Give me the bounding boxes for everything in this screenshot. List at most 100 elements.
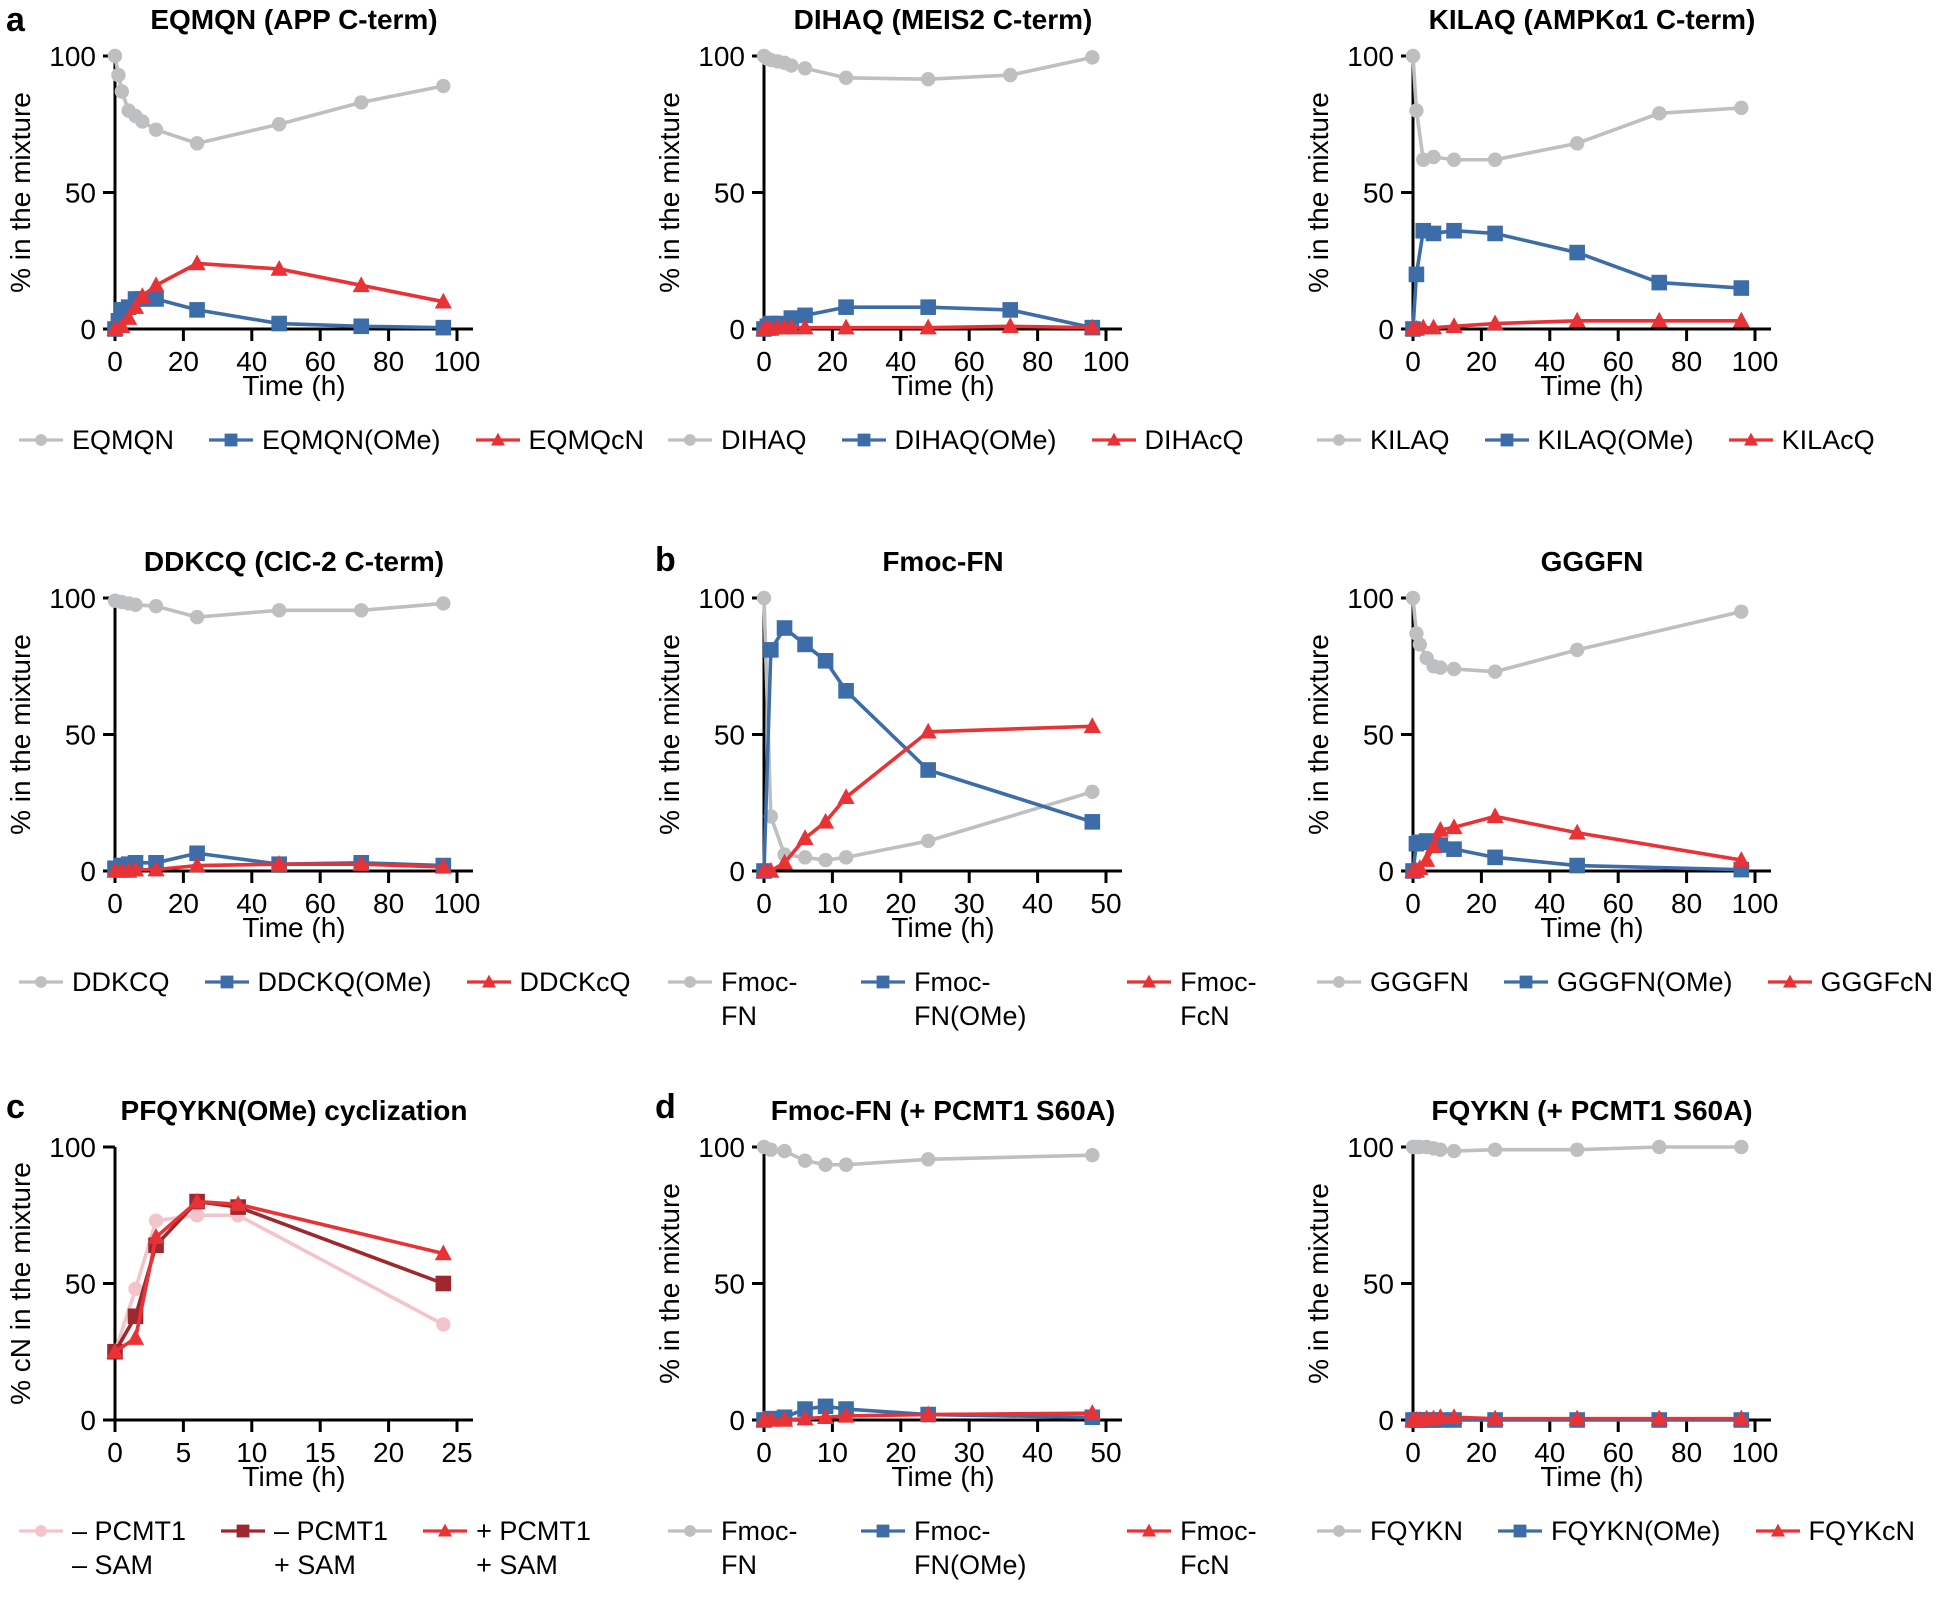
x-tick-label: 0 [756, 346, 772, 377]
data-point-DIHAQ [1003, 68, 1018, 83]
legend-label: DIHAQ [721, 425, 807, 456]
data-point-GGGFcN [1411, 859, 1429, 876]
legend-marker [1106, 433, 1121, 446]
data-point-FQYKcN [1732, 1410, 1750, 1426]
data-point-KILAQ [1405, 49, 1421, 64]
circle-legend-marker-icon [19, 434, 63, 447]
legend-label: Fmoc-FcN [1180, 967, 1257, 1032]
y-tick-label: 0 [1378, 1405, 1394, 1436]
chart-legend: DIHAQ DIHAQ(OMe) DIHAcQ [667, 424, 1298, 458]
line-chart-pfqykn: 0 50 100 0 5 10 15 20 25 % cN in the mixture [5, 1132, 473, 1468]
data-point-KILAcQ [1424, 319, 1443, 335]
data-point-GGGFN(OMe) [1446, 841, 1462, 858]
panel-letter-a: a [6, 1, 25, 39]
data-point-Fmoc-FN [1085, 1148, 1100, 1163]
y-tick-label: 50 [65, 720, 96, 751]
legend-item-DIHAQ(OMe): DIHAQ(OMe) [841, 424, 1057, 458]
data-point-FQYKcN [1431, 1408, 1449, 1425]
data-point-Fmoc-FN(OMe) [763, 642, 779, 659]
legend-marker [490, 433, 505, 446]
legend-label: Fmoc-FN [721, 1516, 798, 1581]
legend-marker [1743, 433, 1758, 446]
data-point-EQMQN [436, 79, 451, 94]
data-point-Fmoc-FcN [919, 1405, 937, 1422]
data-point-EQMQcN [188, 254, 206, 271]
x-tick-label: 20 [885, 1437, 916, 1468]
legend-item-FQYKN: FQYKN [1316, 1515, 1463, 1549]
data-point-KILAQ [1426, 150, 1441, 165]
data-point-EQMQN [148, 122, 164, 138]
data-point-KILAQ(OMe) [1446, 223, 1462, 239]
y-tick-label: 50 [714, 178, 745, 209]
legend-marker [857, 433, 870, 447]
data-point-DDKCQ [436, 596, 451, 612]
data-point-EQMQcN [352, 276, 370, 293]
data-point-KILAcQ [1486, 314, 1504, 331]
y-tick-label: 0 [80, 1405, 96, 1436]
x-axis-label: Time (h) [891, 370, 995, 402]
data-point-EQMQcN [133, 287, 151, 304]
data-point-EQMQN [107, 49, 123, 64]
legend-label: DDKCQ [72, 967, 170, 998]
legend-label: GGGFcN [1820, 967, 1934, 998]
panel-title: GGGFN [1540, 546, 1644, 577]
x-tick-label: 20 [817, 346, 848, 377]
legend-marker [1519, 975, 1533, 989]
x-axis-label: Time (h) [242, 1461, 346, 1493]
legend-marker [220, 975, 233, 989]
legend-label: EQMQN [72, 425, 175, 456]
panel-letter-d: d [655, 1088, 676, 1126]
legend-label: GGGFN(OMe) [1557, 967, 1733, 998]
legend-marker [35, 976, 47, 989]
circle-legend-marker-icon [19, 1525, 63, 1538]
legend-marker [876, 975, 890, 989]
panel-fmoc-fn: b Fmoc-FN 0 50 100 0 10 20 30 40 50 % in the mixt… [649, 530, 1298, 1077]
legend-item-EQMQN: EQMQN [18, 424, 174, 458]
legend-item-FQYKN(OMe): FQYKN(OMe) [1497, 1515, 1721, 1549]
data-point-DIHAQ(OMe) [920, 299, 936, 316]
data-point-EQMQN [111, 68, 126, 83]
x-tick-label: 40 [885, 346, 916, 377]
chart-legend: GGGFN GGGFN(OMe) GGGFcN [1316, 966, 1947, 1000]
data-point-EQMQN [271, 117, 287, 132]
data-point-Fmoc-FN [797, 850, 813, 865]
circle-legend-marker-icon [668, 434, 712, 447]
legend-item-KILAQ: KILAQ [1316, 424, 1450, 458]
y-axis-label: % cN in the mixture [5, 1163, 36, 1406]
data-point-Fmoc-FN [920, 834, 936, 849]
x-tick-label: 40 [1022, 888, 1053, 919]
data-point-EQMQN(OMe) [148, 291, 164, 308]
data-point-GGGFN [1487, 664, 1503, 680]
data-point-Fmoc-FN(OMe) [776, 620, 793, 637]
data-point-Fmoc-FN [818, 853, 833, 868]
legend-item-FQYKcN: FQYKcN [1755, 1515, 1915, 1549]
y-tick-label: 50 [65, 178, 96, 209]
data-point-Fmoc-FcN [762, 862, 780, 879]
data-point-Fmoc-FN [1085, 785, 1100, 800]
data-point-Fmoc-FcN [796, 829, 814, 846]
x-tick-label: 5 [176, 1437, 192, 1468]
x-tick-label: 60 [954, 346, 985, 377]
data-point-- PCMT1 - SAM [189, 1208, 205, 1223]
square-legend-marker-icon [861, 975, 906, 989]
data-point-DIHAQ [784, 58, 799, 74]
x-tick-label: 25 [441, 1437, 472, 1468]
series-line-- PCMT1 + SAM [113, 1200, 444, 1354]
data-point-DDKCQ [128, 598, 143, 613]
legend-label: EQMQcN [528, 425, 645, 456]
panel-fqykn-s60a: FQYKN (+ PCMT1 S60A) 0 50 100 0 20 40 60 80 100%… [1298, 1077, 1947, 1624]
data-point-GGGFcN [1486, 807, 1504, 824]
legend-marker [1142, 975, 1157, 988]
y-tick-label: 0 [729, 314, 745, 345]
legend-item-Fmoc-FN(OMe): Fmoc-FN(OMe) [860, 1515, 1092, 1583]
data-point-GGGFN(OMe) [1487, 849, 1503, 866]
legend-marker [481, 975, 496, 988]
legend-item-+ PCMT1 + SAM: + PCMT1 + SAM [422, 1515, 591, 1583]
data-point-KILAQ [1487, 152, 1503, 168]
x-axis-label: Time (h) [1540, 912, 1644, 944]
panel-fmoc-fn-s60a: d Fmoc-FN (+ PCMT1 S60A) 0 50 100 0 10 20 30 40… [649, 1077, 1298, 1624]
x-tick-label: 100 [1732, 346, 1779, 377]
data-point-DIHAcQ [782, 319, 800, 335]
data-point-DIHAQ [838, 71, 854, 86]
legend-item-DIHAcQ: DIHAcQ [1091, 424, 1244, 458]
